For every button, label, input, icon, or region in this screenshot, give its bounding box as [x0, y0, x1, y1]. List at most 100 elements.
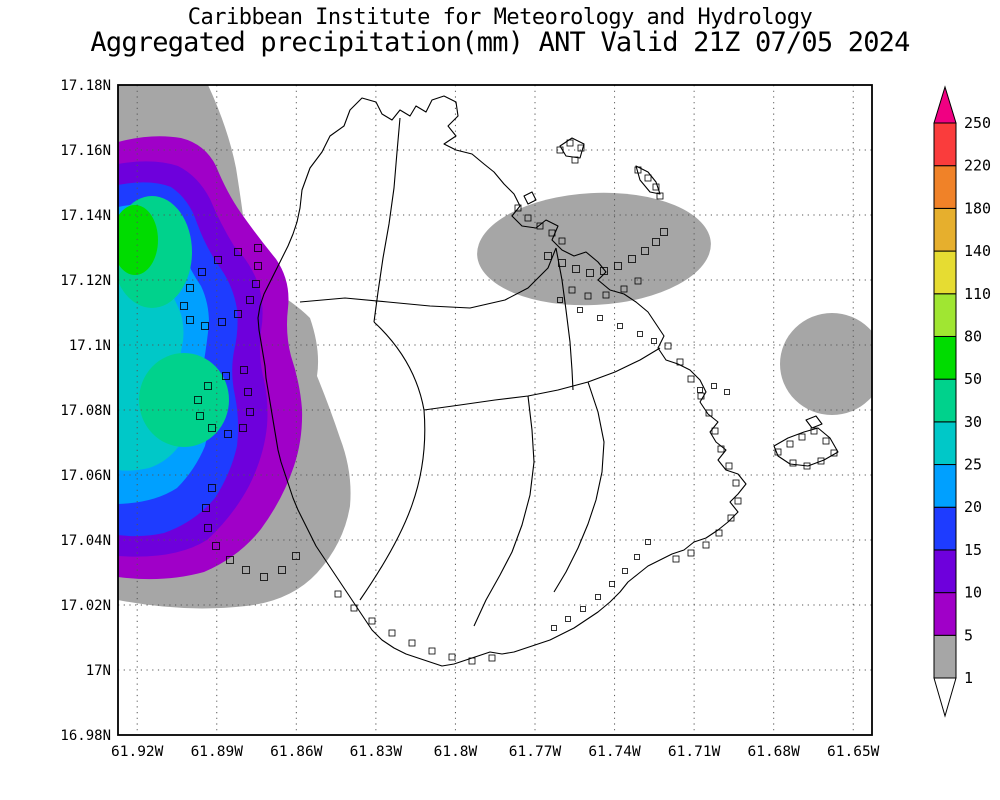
coastal-block — [198, 268, 206, 276]
parish-boundary — [553, 381, 605, 593]
coastal-block — [488, 654, 496, 662]
coastal-block — [180, 302, 188, 310]
coastal-block — [558, 237, 566, 245]
colorbar-tick-label: 250 — [964, 114, 991, 132]
colorbar-segment — [933, 592, 957, 636]
coastal-block — [725, 462, 733, 470]
coastal-block — [218, 318, 226, 326]
coastal-block — [652, 183, 660, 191]
coastal-block — [468, 657, 476, 665]
lon-tick-label: 61.8W — [434, 744, 478, 760]
coastal-block — [558, 259, 566, 267]
parish-boundary — [359, 321, 426, 601]
coastal-block — [584, 292, 592, 300]
coastal-block — [687, 549, 695, 557]
coastal-block — [524, 214, 532, 222]
lat-tick-label: 17.06N — [60, 468, 111, 484]
lon-tick-label: 61.86W — [270, 744, 323, 760]
coastal-block — [580, 606, 586, 612]
colorbar-segment — [933, 293, 957, 337]
offshore-islet — [559, 137, 585, 159]
colorbar-segment — [933, 122, 957, 167]
coastal-block — [697, 392, 705, 400]
coastal-block — [602, 291, 610, 299]
lat-tick-label: 17N — [86, 663, 111, 679]
coastal-block — [774, 448, 782, 456]
offshore-islet — [635, 165, 661, 195]
lat-tick-label: 17.02N — [60, 598, 111, 614]
coastal-block — [201, 322, 209, 330]
coastal-block — [597, 315, 603, 321]
coastal-block — [208, 424, 216, 432]
coastal-block — [786, 440, 794, 448]
colorbar-arrow-top — [933, 85, 957, 124]
contour-fills — [118, 85, 872, 609]
lat-tick-label: 16.98N — [60, 728, 111, 744]
coastal-block — [715, 529, 723, 537]
coastal-block — [186, 316, 194, 324]
contour-gray-north — [477, 192, 711, 306]
coastal-block — [208, 484, 216, 492]
coastal-block — [622, 568, 628, 574]
coastal-block — [536, 222, 544, 230]
coastal-block — [242, 566, 250, 574]
coastal-block — [614, 262, 622, 270]
coastal-block — [214, 256, 222, 264]
parish-boundary — [555, 247, 574, 391]
coastal-block — [226, 556, 234, 564]
coastal-block — [656, 192, 664, 200]
org-title: Caribbean Institute for Meteorology and … — [187, 5, 813, 30]
coastal-block — [568, 286, 576, 294]
colorbar-arrow-bottom — [933, 677, 957, 718]
colorbar-tick-label: 5 — [964, 626, 973, 644]
coastal-block — [224, 430, 232, 438]
colorbar-segment — [933, 207, 957, 252]
coastal-block — [234, 310, 242, 318]
contour-30mm-south — [139, 353, 229, 447]
parish-boundary — [373, 117, 401, 323]
coastal-block — [556, 146, 564, 154]
lon-tick-label: 61.71W — [668, 744, 721, 760]
coastal-block — [644, 174, 652, 182]
coastal-block — [577, 307, 583, 313]
lat-tick-label: 17.12N — [60, 273, 111, 289]
coastal-block — [202, 504, 210, 512]
coastal-block — [664, 342, 672, 350]
coastal-block — [212, 542, 220, 550]
coastal-detail — [180, 139, 838, 665]
coastal-block — [551, 625, 557, 631]
coastal-block — [334, 590, 342, 598]
colorbar-tick-label: 1 — [964, 669, 973, 687]
offshore-islet — [523, 191, 537, 205]
contour-50mm-core — [118, 205, 158, 275]
coastal-block — [254, 262, 262, 270]
coastal-block — [514, 204, 522, 212]
coastal-block — [254, 244, 262, 252]
coastal-block — [822, 437, 830, 445]
coastal-block — [428, 647, 436, 655]
coastal-block — [565, 616, 571, 622]
coastal-block — [368, 617, 376, 625]
product-title: Aggregated precipitation(mm) ANT Valid 2… — [90, 27, 910, 58]
coastal-block — [239, 424, 247, 432]
colorbar-tick-label: 220 — [964, 157, 991, 175]
lon-tick-label: 61.83W — [350, 744, 403, 760]
coastal-block — [572, 265, 580, 273]
coastal-block — [634, 166, 642, 174]
coastal-block — [705, 409, 713, 417]
colorbar-tick-label: 140 — [964, 242, 991, 260]
coastal-block — [577, 144, 585, 152]
colorbar-segment — [933, 250, 957, 295]
coastal-block — [637, 331, 643, 337]
parish-boundary — [299, 247, 557, 309]
coastal-block — [186, 284, 194, 292]
coastal-block — [810, 427, 818, 435]
colorbar-tick-label: 80 — [964, 327, 982, 345]
lon-tick-label: 61.65W — [827, 744, 880, 760]
lat-tick-label: 17.1N — [69, 338, 111, 354]
colorbar-segment — [933, 549, 957, 594]
coastal-block — [634, 554, 640, 560]
coastal-block — [609, 581, 615, 587]
